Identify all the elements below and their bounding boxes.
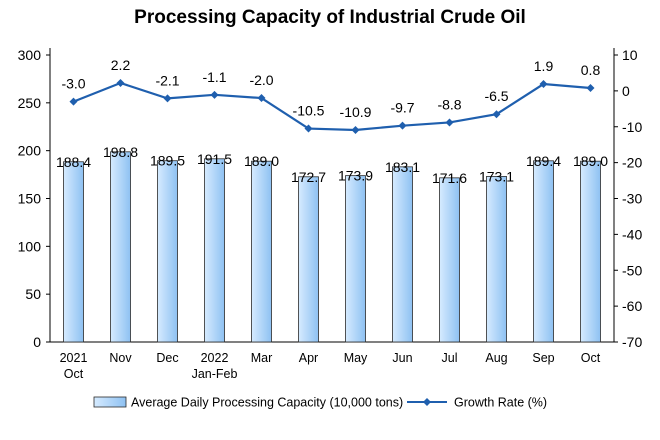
x-tick-label: Nov (109, 351, 132, 365)
growth-marker (210, 90, 219, 99)
growth-marker (257, 94, 266, 103)
x-tick-label: 2022 Jan-Feb (192, 351, 238, 381)
right-tick-label: -40 (622, 226, 642, 242)
growth-value-label: -2.0 (249, 72, 273, 88)
growth-marker (163, 94, 172, 103)
x-tick-label: Jul (442, 351, 458, 365)
bar-value-label: 171.6 (432, 170, 467, 186)
chart-title: Processing Capacity of Industrial Crude … (134, 7, 526, 28)
right-tick-label: -70 (622, 334, 642, 350)
bar-value-label: 172.7 (291, 169, 326, 185)
bar (533, 160, 554, 343)
bar (157, 160, 178, 343)
line-series (69, 78, 595, 134)
bar-value-label: 188.4 (56, 154, 91, 170)
growth-marker (116, 78, 125, 87)
growth-value-label: 2.2 (111, 57, 131, 73)
legend-line-label: Growth Rate (%) (454, 396, 547, 410)
growth-value-label: -8.8 (437, 96, 461, 112)
growth-value-label: -10.9 (340, 104, 372, 120)
growth-marker (445, 118, 454, 127)
bar (63, 161, 84, 343)
bar-value-label: 189.5 (150, 153, 185, 169)
bar (251, 160, 272, 343)
right-tick-label: -20 (622, 155, 642, 171)
x-tick-label: Mar (251, 351, 273, 365)
x-tick-label: May (344, 351, 368, 365)
legend-bar-swatch (93, 396, 127, 408)
right-axis-ticks: -70 -60 -50 -40 -30 -20 -10 0 10 (614, 47, 642, 350)
bar-data-labels: 188.4 198.8 189.5 191.5 189.0 172.7 173.9 183.1… (56, 144, 608, 186)
growth-value-label: -3.0 (61, 76, 85, 92)
bar (392, 166, 413, 343)
growth-value-label: -6.5 (484, 88, 508, 104)
growth-value-label: -1.1 (202, 69, 226, 85)
right-tick-label: 10 (622, 47, 638, 63)
left-tick-label: 250 (18, 95, 42, 111)
bar-value-label: 198.8 (103, 144, 138, 160)
growth-marker (492, 110, 501, 119)
left-tick-label: 300 (18, 47, 42, 63)
growth-marker (351, 125, 360, 134)
bar (298, 176, 319, 343)
growth-marker (539, 80, 548, 89)
growth-value-label: 1.9 (534, 58, 554, 74)
growth-value-label: -9.7 (390, 100, 414, 116)
bar-value-label: 173.9 (338, 168, 373, 184)
growth-value-label: -2.1 (155, 72, 179, 88)
growth-line (73, 81, 591, 132)
bar-value-label: 191.5 (197, 151, 232, 167)
bar (439, 177, 460, 343)
bar (486, 176, 507, 343)
left-tick-label: 0 (33, 334, 41, 350)
growth-marker (69, 97, 78, 106)
left-axis-ticks: 0 50 100 150 200 250 300 (18, 47, 50, 350)
legend: Average Daily Processing Capacity (10,00… (93, 396, 547, 410)
growth-marker (398, 121, 407, 130)
bar-value-label: 173.1 (479, 168, 514, 184)
left-tick-label: 150 (18, 191, 42, 207)
bar-value-label: 189.4 (526, 153, 561, 169)
growth-value-label: 0.8 (581, 62, 601, 78)
bar (204, 158, 225, 343)
bar-value-label: 189.0 (573, 153, 608, 169)
x-tick-label: Apr (299, 351, 318, 365)
bar (580, 160, 601, 343)
x-tick-label: Sep (532, 351, 554, 365)
growth-marker (586, 84, 595, 93)
bar (110, 151, 131, 343)
right-tick-label: -10 (622, 119, 642, 135)
line-data-labels: -3.0 2.2 -2.1 -1.1 -2.0 -10.5 -10.9 -9.7 -8.8 -6.… (61, 57, 600, 120)
bar-series (63, 151, 601, 343)
legend-line-marker (423, 398, 431, 406)
right-tick-label: -30 (622, 191, 642, 207)
left-tick-label: 50 (25, 286, 41, 302)
right-tick-label: 0 (622, 83, 630, 99)
x-tick-label: Dec (156, 351, 178, 365)
x-tick-label: Jun (392, 351, 412, 365)
x-tick-label: Oct (581, 351, 601, 365)
left-tick-label: 100 (18, 238, 42, 254)
bar (345, 175, 366, 343)
right-tick-label: -50 (622, 262, 642, 278)
x-tick-label: 2021 Oct (60, 351, 88, 381)
x-axis-ticks: 2021 Oct Nov Dec 2022 Jan-Feb Mar Apr May Jun Jul A… (60, 351, 601, 381)
legend-bar-label: Average Daily Processing Capacity (10,00… (131, 396, 403, 410)
x-tick-label: Aug (485, 351, 507, 365)
left-tick-label: 200 (18, 143, 42, 159)
right-tick-label: -60 (622, 298, 642, 314)
bar-value-label: 183.1 (385, 159, 420, 175)
growth-marker (304, 124, 313, 133)
growth-value-label: -10.5 (293, 103, 325, 119)
bar-value-label: 189.0 (244, 153, 279, 169)
